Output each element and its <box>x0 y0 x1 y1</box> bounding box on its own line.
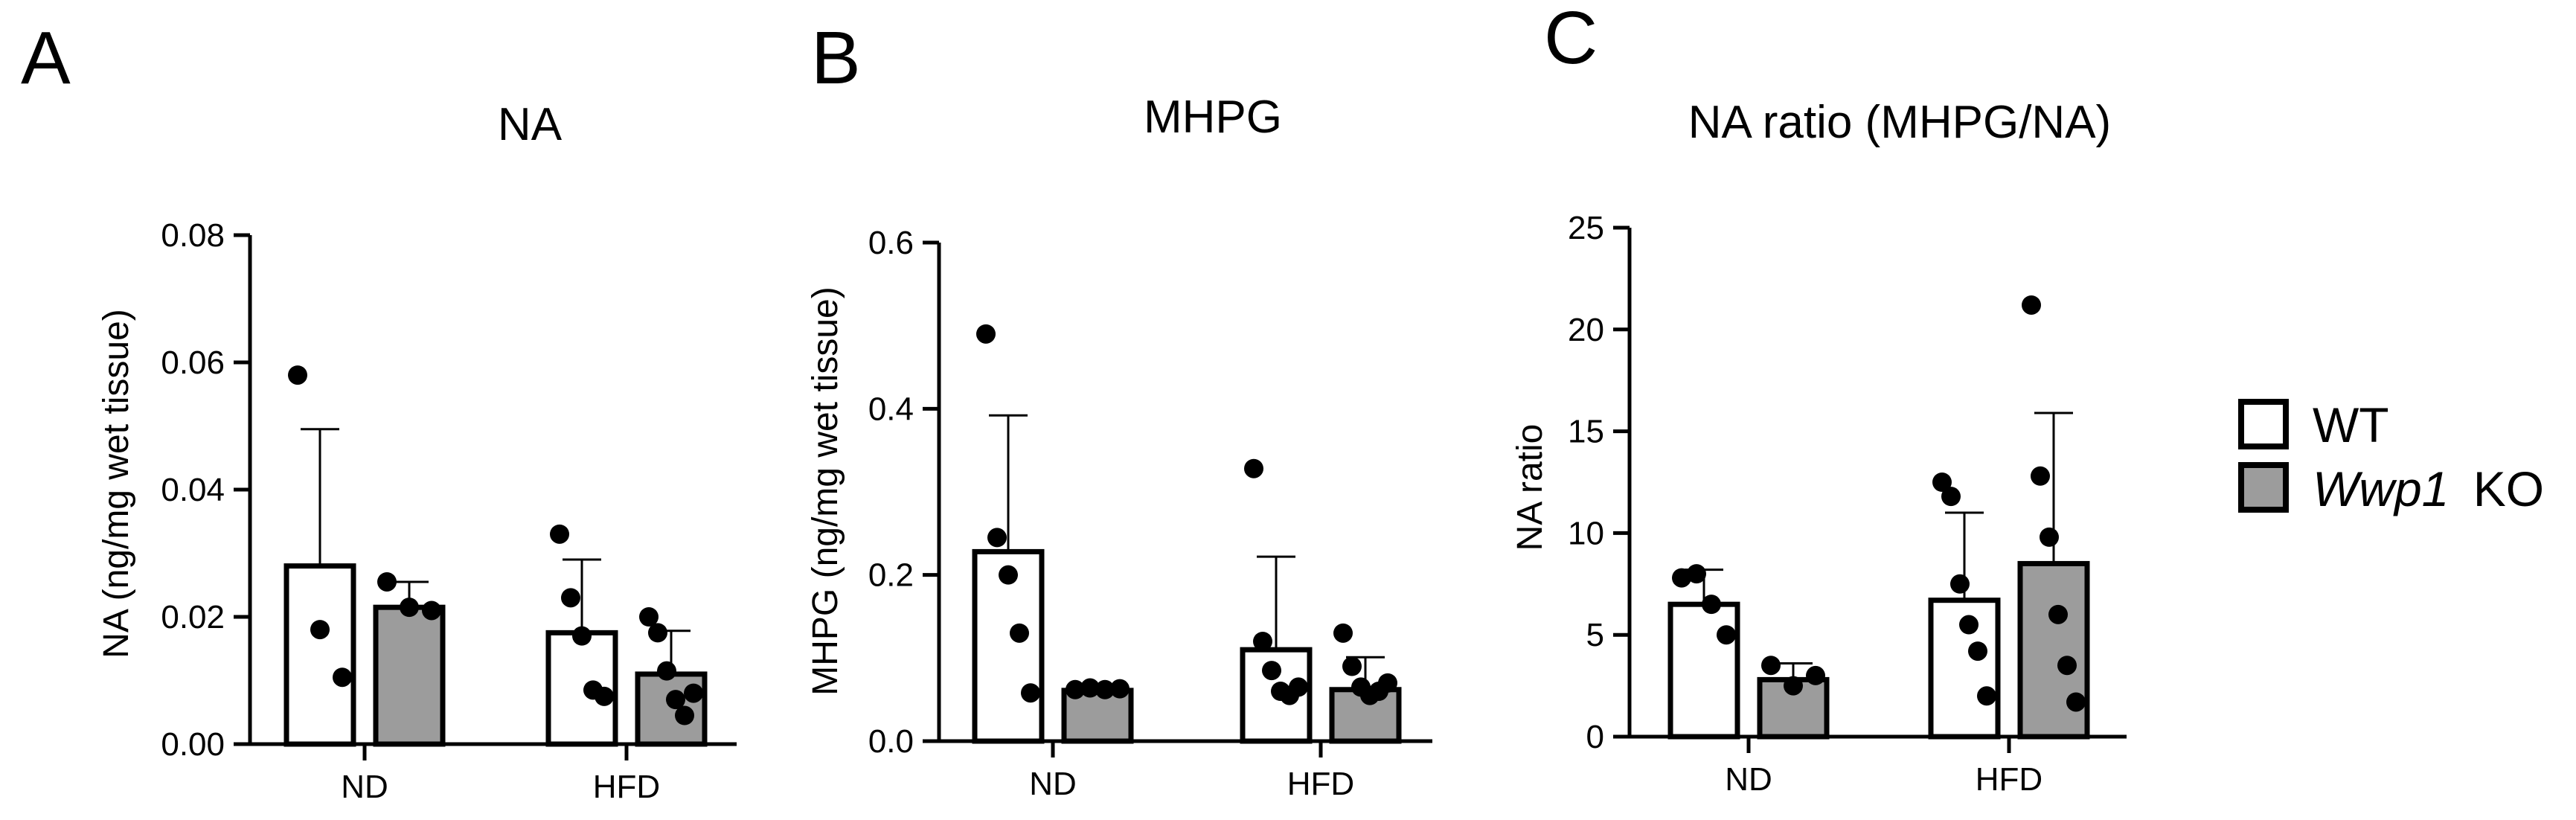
chart-na: 0.00 0.02 0.04 0.06 0.08 ND HFD <box>161 217 737 805</box>
data-point-wt <box>1010 623 1029 643</box>
bar-wt-nd <box>1667 601 1740 740</box>
y-tick-label: 0.08 <box>161 217 225 254</box>
data-point-wt <box>1253 632 1272 651</box>
data-point-ko <box>2022 295 2041 315</box>
data-point-ko <box>666 690 685 710</box>
data-point-wt <box>1262 661 1281 681</box>
data-point-wt <box>595 686 614 706</box>
data-point-ko <box>2057 656 2077 676</box>
legend-label-ko-suffix: KO <box>2473 461 2544 516</box>
data-point-ko <box>1095 679 1115 699</box>
data-point-wt <box>288 365 307 385</box>
data-point-wt <box>1941 487 1961 507</box>
data-point-ko <box>422 600 441 621</box>
data-point-ko <box>2048 604 2068 624</box>
legend-swatch-wt <box>2238 399 2289 449</box>
data-point-wt <box>1968 641 1987 662</box>
panel-letter-c: C <box>1544 0 1598 80</box>
data-point-wt <box>1244 458 1263 478</box>
data-point-wt <box>999 565 1018 585</box>
panel-letter-b: B <box>811 16 861 100</box>
data-point-ko <box>684 683 703 703</box>
legend-label-ko-gene: Wwp1 <box>2313 461 2449 516</box>
data-point-wt <box>1932 473 1952 492</box>
legend-swatch-ko <box>2238 462 2289 513</box>
data-point-wt <box>976 324 996 344</box>
chart-na-ratio: 0 5 10 15 20 25 ND HFD <box>1568 210 2127 798</box>
y-tick-label: 10 <box>1568 515 1604 551</box>
data-point-ko <box>657 661 676 681</box>
data-point-ko <box>1342 656 1362 676</box>
bar-ko-nd <box>373 604 446 747</box>
data-point-wt <box>1950 574 1970 594</box>
y-tick-label: 0.6 <box>868 225 914 261</box>
y-tick-label: 0.2 <box>868 557 914 594</box>
y-tick-label: 20 <box>1568 312 1604 348</box>
legend: WT Wwp1 KO <box>2238 397 2544 516</box>
chart-title-c: NA ratio (MHPG/NA) <box>1688 97 2111 148</box>
data-point-wt <box>333 667 352 688</box>
data-point-ko <box>1784 676 1803 696</box>
data-point-ko <box>1080 678 1100 698</box>
data-point-ko <box>1806 665 1825 685</box>
data-point-wt <box>1021 683 1040 703</box>
data-point-wt <box>310 620 330 640</box>
data-point-wt <box>1959 615 1979 635</box>
data-point-wt <box>1672 568 1691 588</box>
x-category-label: ND <box>341 769 388 805</box>
legend-label-wt: WT <box>2313 397 2389 452</box>
data-point-wt <box>987 528 1007 548</box>
data-point-ko <box>1761 656 1781 676</box>
y-tick-label: 15 <box>1568 414 1604 450</box>
chart-title-a: NA <box>498 99 563 150</box>
y-axis-label-a: NA (ng/mg wet tissue) <box>97 309 136 659</box>
data-point-wt <box>1717 625 1736 645</box>
y-axis-label-b: MHPG (ng/mg wet tissue) <box>806 286 845 695</box>
data-point-ko <box>675 705 694 725</box>
y-tick-label: 0.4 <box>868 391 914 427</box>
y-tick-label: 0.06 <box>161 345 225 381</box>
y-tick-label: 0 <box>1586 719 1604 755</box>
y-tick-label: 0.0 <box>868 723 914 760</box>
x-category-label: ND <box>1725 761 1772 798</box>
data-point-ko <box>2066 692 2086 712</box>
data-point-ko <box>377 571 397 592</box>
data-point-ko <box>1378 673 1397 693</box>
data-point-ko <box>1333 623 1353 643</box>
y-tick-label: 5 <box>1586 617 1604 653</box>
y-axis-label-c: NA ratio <box>1510 424 1550 551</box>
data-point-ko <box>400 598 419 618</box>
data-point-ko <box>648 623 667 643</box>
data-point-wt <box>550 524 569 544</box>
data-point-wt <box>561 588 580 608</box>
data-point-wt <box>1977 686 1996 706</box>
y-tick-label: 0.00 <box>161 726 225 763</box>
y-tick-label: 0.04 <box>161 472 225 508</box>
bar-wt-nd <box>283 563 356 747</box>
x-category-label: HFD <box>1976 761 2042 798</box>
panel-letter-a: A <box>21 16 71 100</box>
y-tick-label: 25 <box>1568 210 1604 246</box>
data-point-ko <box>639 607 659 627</box>
chart-title-b: MHPG <box>1144 92 1282 143</box>
data-point-wt <box>572 626 592 646</box>
chart-mhpg: 0.0 0.2 0.4 0.6 ND HFD <box>868 225 1432 802</box>
data-point-ko <box>2031 466 2050 486</box>
data-point-wt <box>1289 677 1308 697</box>
data-point-wt <box>1687 564 1706 584</box>
data-point-ko <box>1110 679 1130 699</box>
legend-label-ko: Wwp1 KO <box>2313 461 2544 516</box>
x-category-label: ND <box>1029 766 1077 802</box>
x-category-label: HFD <box>1287 766 1354 802</box>
x-category-label: HFD <box>593 769 660 805</box>
data-point-wt <box>1702 595 1721 615</box>
data-point-ko <box>2040 527 2059 547</box>
y-tick-label: 0.02 <box>161 599 225 635</box>
data-point-ko <box>1066 679 1085 699</box>
